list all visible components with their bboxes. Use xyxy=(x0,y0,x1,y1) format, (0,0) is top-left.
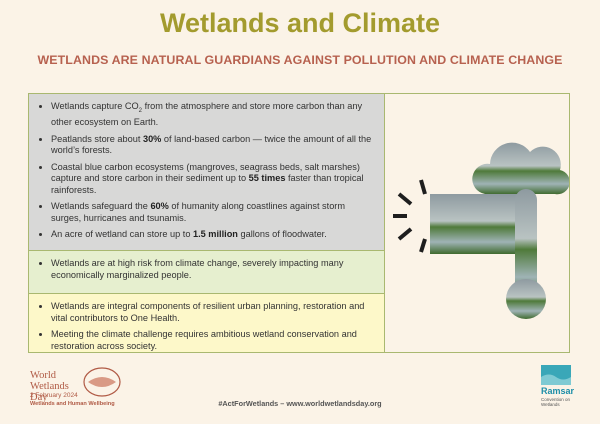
text-run: Wetlands capture CO xyxy=(51,101,139,111)
title: Wetlands and Climate xyxy=(159,8,441,38)
ray xyxy=(397,227,413,241)
text-run: Wetlands are at high risk from climate c… xyxy=(51,258,344,280)
highlight: 55 times xyxy=(248,173,286,184)
wwd-logo xyxy=(83,367,121,397)
text-run: Coastal blue carbon ecosystems (mangrove… xyxy=(51,161,360,184)
bullet: Coastal blue carbon ecosystems (mangrove… xyxy=(51,162,376,197)
event-theme: Wetlands and Human Wellbeing xyxy=(30,401,115,407)
logo-wave xyxy=(541,374,571,385)
ray xyxy=(397,192,413,206)
text-run: gallons of floodwater. xyxy=(237,229,327,240)
highlight: 60% xyxy=(150,201,169,212)
bullet: Wetlands safeguard the 60% of humanity a… xyxy=(51,201,376,224)
partner-subtitle: Convention on Wetlands xyxy=(541,397,571,407)
text-run: Meeting the climate challenge requires a… xyxy=(51,329,357,351)
ramsar-logo xyxy=(541,365,571,385)
text-run: from the atmosphere and store more carbo… xyxy=(51,101,363,128)
bullet-list: Wetlands are at high risk from climate c… xyxy=(37,258,376,281)
subtitle: WETLANDS ARE NATURAL GUARDIANS AGAINST P… xyxy=(37,53,563,67)
thermometer xyxy=(515,189,537,299)
text-run: faster than tropical rainforests. xyxy=(51,173,364,195)
bullet: An acre of wetland can store up to 1.5 m… xyxy=(51,229,376,241)
section: Wetlands capture CO2 from the atmosphere… xyxy=(29,94,384,251)
partner-name: Ramsar xyxy=(541,386,575,396)
text-run: Peatlands store about xyxy=(51,133,143,144)
campaign-link: #ActForWetlands – www.worldwetlandsday.o… xyxy=(218,399,382,408)
highlight: 30% xyxy=(142,133,162,144)
facts-box: Wetlands capture CO2 from the atmosphere… xyxy=(28,93,385,353)
text-run: 2 xyxy=(138,107,143,114)
bullet: Meeting the climate challenge requires a… xyxy=(51,329,376,352)
climate-art xyxy=(393,142,570,319)
text-run: of humanity along coastlines against sto… xyxy=(51,201,346,223)
highlight: 1.5 million xyxy=(192,229,238,240)
logo-ring xyxy=(83,367,121,397)
bullet: Wetlands are integral components of resi… xyxy=(51,301,376,324)
cloud xyxy=(472,142,570,195)
bullet: Peatlands store about 30% of land-based … xyxy=(51,134,376,157)
event-name: World Wetlands Day xyxy=(30,370,69,403)
section: Wetlands are at high risk from climate c… xyxy=(29,251,384,294)
bullet-list: Wetlands capture CO2 from the atmosphere… xyxy=(37,101,376,241)
ray xyxy=(419,238,427,253)
landscape xyxy=(430,194,525,254)
section: Wetlands are integral components of resi… xyxy=(29,294,384,352)
text-run: Wetlands safeguard the xyxy=(51,201,151,212)
text-run: An acre of wetland can store up to xyxy=(51,229,193,240)
logo-fill xyxy=(88,377,116,387)
ray xyxy=(419,179,427,195)
thermometer-bulb xyxy=(506,279,546,319)
event-date: 2 February 2024 xyxy=(30,392,78,399)
illustration xyxy=(385,93,570,353)
bullet: Wetlands capture CO2 from the atmosphere… xyxy=(51,101,376,129)
sun-rays xyxy=(393,179,427,253)
text-run: Wetlands are integral components of resi… xyxy=(51,301,365,323)
bullet-list: Wetlands are integral components of resi… xyxy=(37,301,376,352)
text-run: of land-based carbon — twice the amount … xyxy=(51,133,372,156)
bullet: Wetlands are at high risk from climate c… xyxy=(51,258,376,281)
